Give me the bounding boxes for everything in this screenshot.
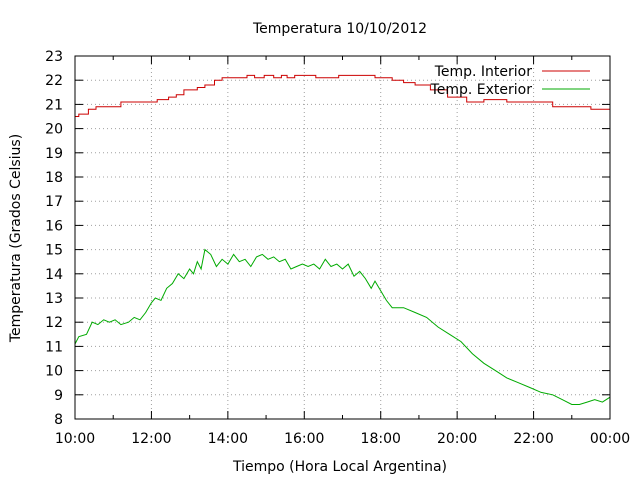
y-tick-label: 23 — [45, 49, 63, 65]
series-lines — [74, 74, 611, 405]
y-tick-label: 20 — [45, 122, 63, 138]
y-tick-label: 15 — [45, 243, 63, 259]
grid-lines — [75, 56, 610, 419]
x-tick-label: 00:00 — [590, 431, 630, 447]
legend-label: Temp. Exterior — [430, 82, 533, 98]
y-tick-label: 14 — [45, 267, 63, 283]
axis-ticks — [74, 55, 611, 420]
series-line-temp-exterior — [74, 248, 611, 405]
y-tick-label: 19 — [45, 146, 63, 162]
y-tick-labels: 8 9 10 11 12 13 14 15 16 17 18 19 20 21 22 23 — [45, 49, 63, 428]
y-tick-label: 18 — [45, 170, 63, 186]
x-tick-labels: 10:00 12:00 14:00 16:00 18:00 20:00 22:00 00:00 — [55, 431, 630, 447]
x-tick-label: 16:00 — [284, 431, 324, 447]
chart-title: Temperatura 10/10/2012 — [252, 21, 427, 37]
y-tick-label: 11 — [45, 339, 63, 355]
y-tick-label: 12 — [45, 315, 63, 331]
x-tick-label: 18:00 — [361, 431, 401, 447]
legend-label: Temp. Interior — [434, 64, 533, 80]
x-tick-label: 12:00 — [131, 431, 171, 447]
plot-frame — [74, 55, 611, 420]
y-tick-label: 8 — [54, 412, 63, 428]
y-axis-title: Temperatura (Grados Celsius) — [8, 134, 24, 343]
y-tick-label: 9 — [54, 388, 63, 404]
y-tick-label: 17 — [45, 194, 63, 210]
x-axis-title: Tiempo (Hora Local Argentina) — [232, 459, 447, 475]
x-tick-label: 22:00 — [513, 431, 553, 447]
x-tick-label: 14:00 — [208, 431, 248, 447]
y-tick-label: 10 — [45, 364, 63, 380]
x-tick-label: 20:00 — [437, 431, 477, 447]
legend: Temp. Interior Temp. Exterior — [430, 64, 590, 98]
y-tick-label: 21 — [45, 97, 63, 113]
y-tick-label: 16 — [45, 218, 63, 234]
y-tick-label: 13 — [45, 291, 63, 307]
y-tick-label: 22 — [45, 73, 63, 89]
x-tick-label: 10:00 — [55, 431, 95, 447]
series-line-temp-interior — [75, 74, 610, 117]
